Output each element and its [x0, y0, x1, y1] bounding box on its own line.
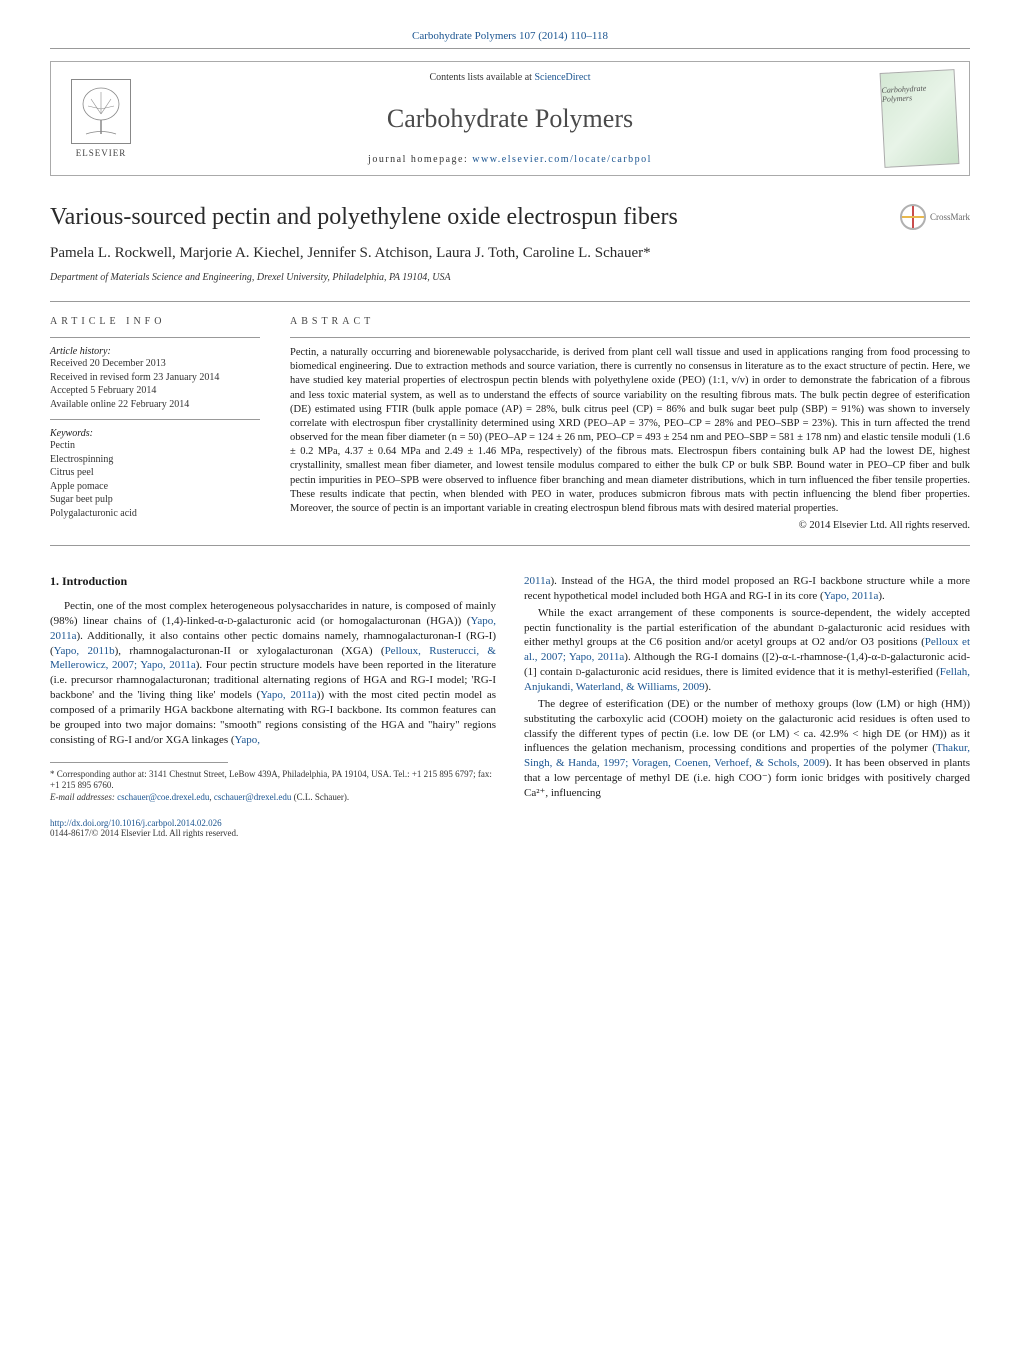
text-run: ). Although the RG-I domains ([2)-α- [624, 651, 791, 663]
abstract-text: Pectin, a naturally occurring and bioren… [290, 346, 970, 516]
title-row: Various-sourced pectin and polyethylene … [50, 204, 970, 231]
citation-link[interactable]: Yapo, 2011b [54, 645, 115, 657]
publisher-logo-block: ELSEVIER [51, 62, 151, 175]
text-run: -rhamnose-(1,4)-α- [797, 651, 881, 663]
email-suffix: (C.L. Schauer). [291, 792, 349, 802]
citation-link[interactable]: Yapo, 2011a [260, 689, 317, 701]
history-line-2: Accepted 5 February 2014 [50, 384, 260, 398]
journal-header: ELSEVIER Contents lists available at Sci… [50, 61, 970, 176]
body-columns: 1. Introduction Pectin, one of the most … [50, 574, 970, 838]
text-run: The degree of esterification (DE) or the… [524, 698, 970, 755]
keyword-1: Electrospinning [50, 453, 260, 467]
header-center: Contents lists available at ScienceDirec… [151, 62, 869, 175]
header-top-rule [50, 48, 970, 49]
text-run: ). [878, 590, 884, 602]
elsevier-tree-icon [71, 79, 131, 144]
abstract-column: ABSTRACT Pectin, a naturally occurring a… [290, 316, 970, 531]
email-link-1[interactable]: cschauer@coe.drexel.edu [117, 792, 209, 802]
section-heading: 1. Introduction [50, 574, 496, 589]
info-abstract-row: ARTICLE INFO Article history: Received 2… [50, 316, 970, 531]
body-column-right: 2011a). Instead of the HGA, the third mo… [524, 574, 970, 838]
citation-link[interactable]: 2011a [524, 575, 550, 587]
keyword-4: Sugar beet pulp [50, 493, 260, 507]
article-info-column: ARTICLE INFO Article history: Received 2… [50, 316, 260, 531]
copyright-line: © 2014 Elsevier Ltd. All rights reserved… [290, 520, 970, 531]
section-number: 1. [50, 574, 59, 588]
email-footnote: E-mail addresses: cschauer@coe.drexel.ed… [50, 792, 496, 804]
contents-line: Contents lists available at ScienceDirec… [151, 72, 869, 83]
publisher-name: ELSEVIER [76, 148, 127, 158]
info-rule-2 [50, 419, 260, 420]
text-run: -galacturonic acid (or homogalacturonan … [233, 615, 470, 627]
text-run: ), rhamnogalacturonan-II or xylogalactur… [115, 645, 385, 657]
homepage-line: journal homepage: www.elsevier.com/locat… [151, 154, 869, 165]
email-label: E-mail addresses: [50, 792, 117, 802]
corresponding-author-footnote: * Corresponding author at: 3141 Chestnut… [50, 769, 496, 792]
article-title: Various-sourced pectin and polyethylene … [50, 204, 900, 231]
contents-prefix: Contents lists available at [429, 72, 534, 83]
text-run: ). [705, 681, 711, 693]
section-title: Introduction [62, 574, 127, 588]
keyword-3: Apple pomace [50, 480, 260, 494]
keyword-5: Polygalacturonic acid [50, 507, 260, 521]
email-link-2[interactable]: cschauer@drexel.edu [214, 792, 292, 802]
crossmark-icon [900, 204, 926, 230]
divider-rule-2 [50, 545, 970, 546]
journal-cover-thumbnail: Carbohydrate Polymers [879, 69, 959, 168]
body-right-text: 2011a). Instead of the HGA, the third mo… [524, 574, 970, 801]
history-line-1: Received in revised form 23 January 2014 [50, 371, 260, 385]
keyword-0: Pectin [50, 439, 260, 453]
history-line-0: Received 20 December 2013 [50, 357, 260, 371]
authors-list: Pamela L. Rockwell, Marjorie A. Kiechel,… [50, 243, 970, 264]
footnote-rule [50, 762, 228, 763]
crossmark-badge[interactable]: CrossMark [900, 204, 970, 230]
history-label: Article history: [50, 346, 260, 357]
sciencedirect-link[interactable]: ScienceDirect [534, 72, 590, 83]
journal-reference: Carbohydrate Polymers 107 (2014) 110–118 [50, 30, 970, 42]
text-run: ). Instead of the HGA, the third model p… [524, 575, 970, 602]
citation-link[interactable]: Yapo, [235, 734, 260, 746]
crossmark-label: CrossMark [930, 212, 970, 222]
body-column-left: 1. Introduction Pectin, one of the most … [50, 574, 496, 838]
abstract-rule [290, 337, 970, 338]
doi-link[interactable]: http://dx.doi.org/10.1016/j.carbpol.2014… [50, 818, 222, 828]
keyword-2: Citrus peel [50, 466, 260, 480]
keywords-label: Keywords: [50, 428, 260, 439]
homepage-link[interactable]: www.elsevier.com/locate/carbpol [472, 154, 652, 165]
abstract-heading: ABSTRACT [290, 316, 970, 327]
issn-copyright: 0144-8617/© 2014 Elsevier Ltd. All right… [50, 828, 238, 838]
divider-rule-1 [50, 301, 970, 302]
journal-name: Carbohydrate Polymers [151, 104, 869, 134]
doi-block: http://dx.doi.org/10.1016/j.carbpol.2014… [50, 818, 496, 838]
text-run: -galacturonic acid residues, there is li… [581, 666, 939, 678]
homepage-prefix: journal homepage: [368, 154, 472, 165]
history-line-3: Available online 22 February 2014 [50, 398, 260, 412]
affiliation: Department of Materials Science and Engi… [50, 272, 970, 283]
intro-paragraph-1: Pectin, one of the most complex heteroge… [50, 599, 496, 747]
article-info-heading: ARTICLE INFO [50, 316, 260, 327]
citation-link[interactable]: Yapo, 2011a [824, 590, 879, 602]
journal-cover-block: Carbohydrate Polymers [869, 62, 969, 175]
info-rule-1 [50, 337, 260, 338]
